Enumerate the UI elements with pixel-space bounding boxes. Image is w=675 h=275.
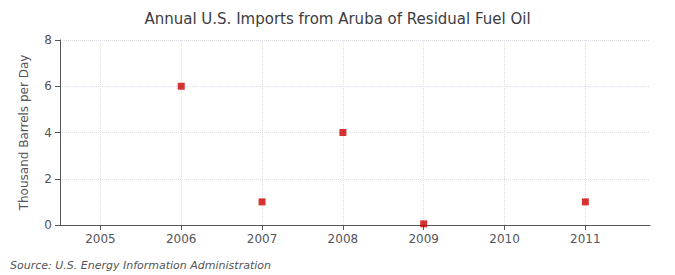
svg-text:2010: 2010 [489, 232, 520, 246]
svg-text:2007: 2007 [247, 232, 278, 246]
svg-text:4: 4 [44, 126, 52, 140]
svg-text:Source: U.S. Energy Informatio: Source: U.S. Energy Information Administ… [10, 259, 271, 272]
svg-text:6: 6 [44, 79, 52, 93]
svg-text:8: 8 [44, 33, 52, 47]
svg-text:2005: 2005 [85, 232, 116, 246]
svg-text:2011: 2011 [570, 232, 601, 246]
svg-text:Annual U.S. Imports from Aruba: Annual U.S. Imports from Aruba of Residu… [144, 10, 530, 28]
svg-text:2008: 2008 [328, 232, 359, 246]
svg-text:Thousand Barrels per Day: Thousand Barrels per Day [17, 55, 31, 212]
svg-text:2006: 2006 [166, 232, 197, 246]
svg-text:0: 0 [44, 218, 52, 232]
svg-text:2009: 2009 [408, 232, 439, 246]
svg-text:2: 2 [44, 172, 52, 186]
